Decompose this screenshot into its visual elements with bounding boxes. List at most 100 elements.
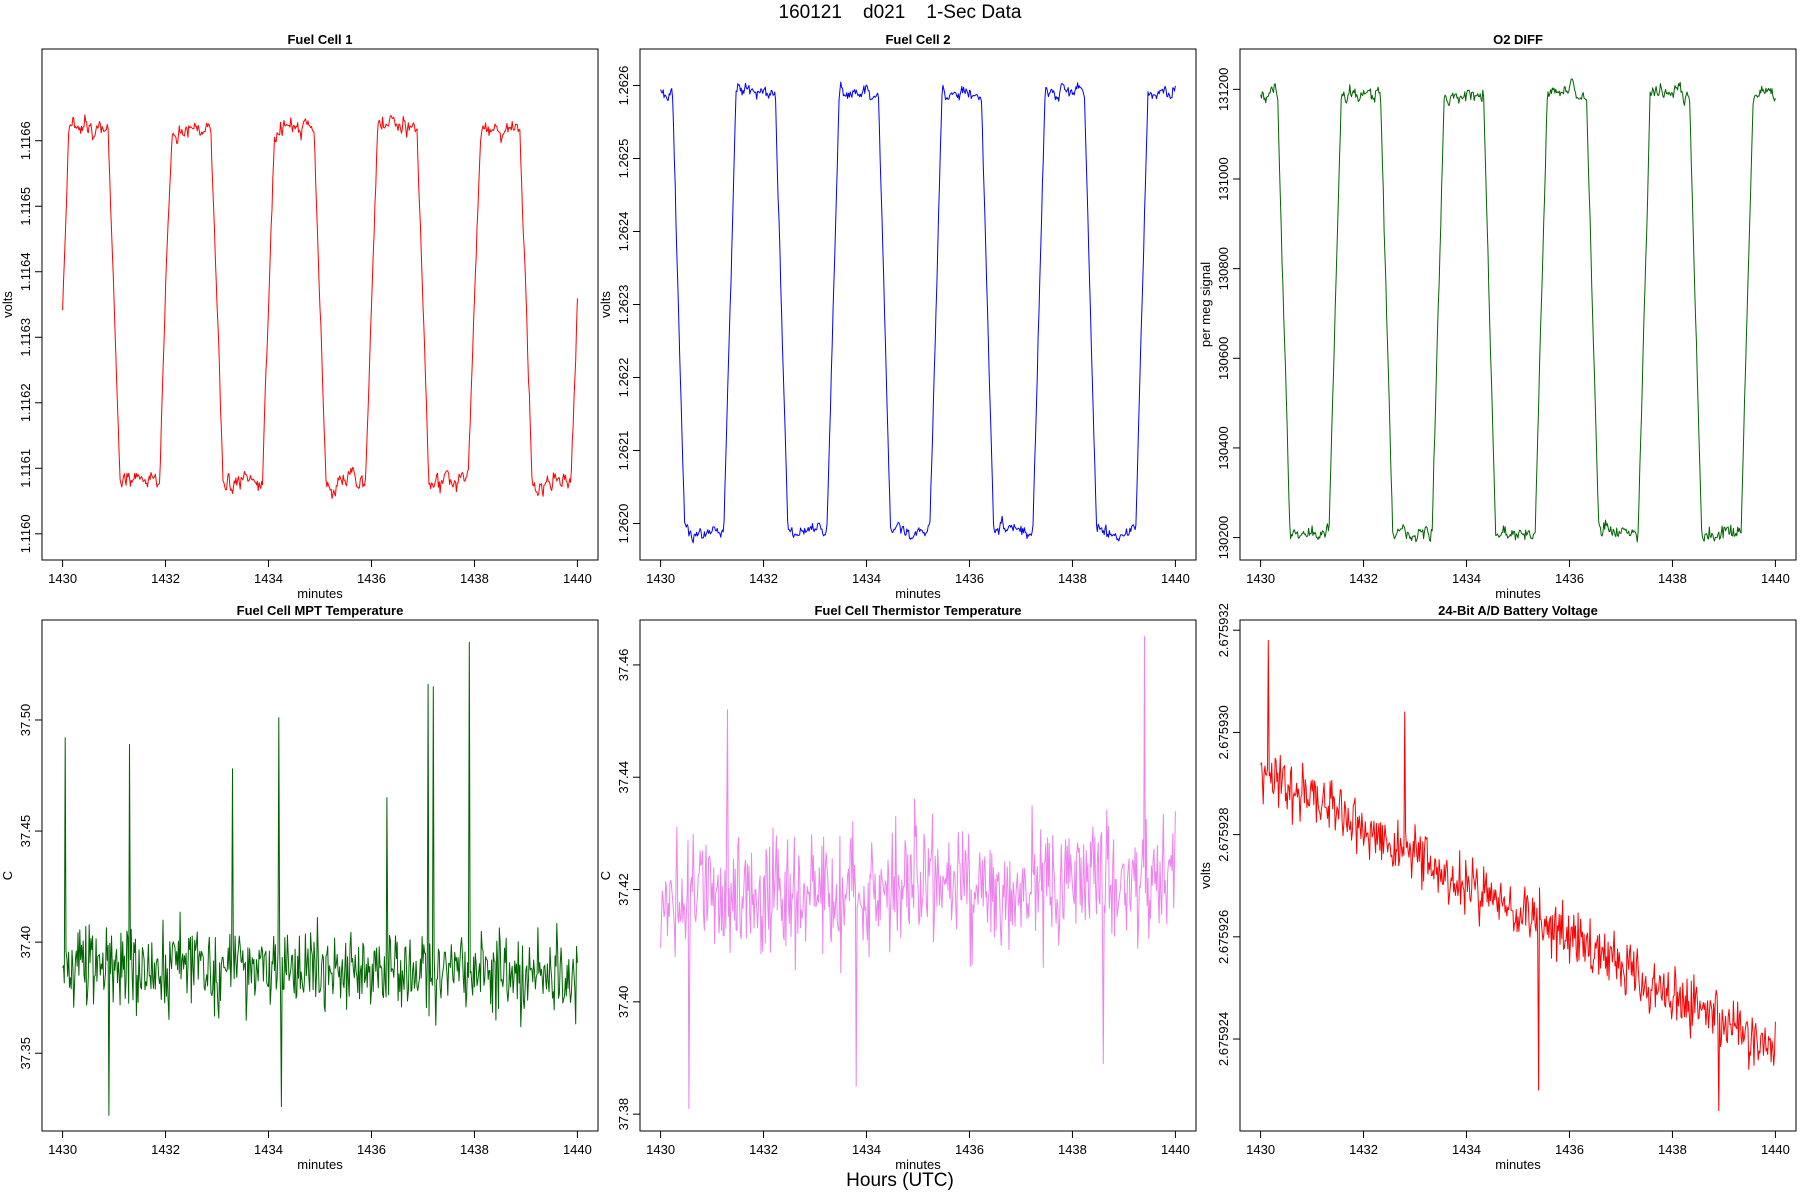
y-tick-label: 37.50	[18, 704, 33, 737]
x-tick-label: 1430	[646, 571, 675, 586]
plot-frame	[639, 48, 1197, 561]
x-tick-label: 1436	[357, 1142, 386, 1157]
x-tick-label: 1436	[1555, 1142, 1584, 1157]
y-tick-label: 1.2622	[616, 358, 631, 398]
y-tick-label: 1.1162	[18, 383, 33, 422]
x-tick-label: 1434	[852, 571, 881, 586]
y-tick-label: 1.1165	[18, 187, 33, 226]
x-axis-label: minutes	[895, 586, 941, 601]
chart-panel-4: Fuel Cell MPT Temperature 1430 1432 1434 143…	[0, 603, 599, 1172]
series-line	[62, 641, 578, 1116]
y-tick-label: 37.46	[616, 649, 631, 682]
y-tick-label: 1.2623	[616, 285, 631, 325]
y-tick-label: 2.675932	[1216, 603, 1231, 657]
y-axis-label: per meg signal	[1198, 262, 1213, 347]
y-tick-label: 1.2620	[616, 504, 631, 544]
x-tick-label: 1434	[852, 1142, 881, 1157]
x-tick-label: 1438	[1058, 571, 1087, 586]
chart-panel-6: 24-Bit A/D Battery Voltage 1430 1432 1434 14…	[1198, 603, 1797, 1172]
x-tick-label: 1434	[1452, 571, 1481, 586]
x-tick-label: 1438	[1658, 1142, 1687, 1157]
y-tick-label: 1.1161	[18, 449, 33, 488]
chart-panel-5: Fuel Cell Thermistor Temperature 1430 1432…	[598, 603, 1197, 1172]
x-tick-label: 1436	[955, 1142, 984, 1157]
y-tick-label: 1.2624	[616, 212, 631, 252]
x-tick-label: 1434	[254, 571, 283, 586]
x-tick-label: 1440	[1161, 571, 1190, 586]
series-line	[62, 114, 578, 499]
chart-title: Fuel Cell Thermistor Temperature	[814, 603, 1021, 618]
x-tick-label: 1430	[646, 1142, 675, 1157]
y-tick-label: 131200	[1216, 68, 1231, 111]
y-tick-label: 37.40	[616, 986, 631, 1019]
x-axis-label: minutes	[297, 586, 343, 601]
y-tick-label: 1.1166	[18, 121, 33, 160]
x-tick-label: 1430	[1246, 571, 1275, 586]
y-tick-label: 1.2626	[616, 66, 631, 106]
y-tick-label: 1.2621	[616, 431, 631, 471]
x-tick-label: 1436	[357, 571, 386, 586]
chart-title: Fuel Cell 2	[885, 32, 950, 47]
chart-title: O2 DIFF	[1493, 32, 1543, 47]
y-axis-label: volts	[0, 291, 15, 318]
chart-panel-3: O2 DIFF 1430 1432 1434 1436 1438 1440 minutes 13…	[1198, 32, 1797, 601]
y-tick-label: 2.675930	[1216, 705, 1231, 759]
x-tick-label: 1436	[1555, 571, 1584, 586]
chart-title: Fuel Cell MPT Temperature	[237, 603, 404, 618]
y-tick-label: 37.35	[18, 1037, 33, 1070]
y-tick-label: 1.1164	[18, 252, 33, 291]
x-tick-label: 1438	[460, 1142, 489, 1157]
x-tick-label: 1432	[151, 571, 180, 586]
series-line	[660, 81, 1176, 544]
x-tick-label: 1432	[1349, 571, 1378, 586]
series-line	[1260, 78, 1776, 543]
y-tick-label: 131000	[1216, 157, 1231, 200]
y-tick-label: 37.44	[616, 761, 631, 794]
y-axis-label: volts	[1198, 862, 1213, 889]
chart-title: 24-Bit A/D Battery Voltage	[1438, 603, 1598, 618]
x-tick-label: 1432	[1349, 1142, 1378, 1157]
x-tick-label: 1438	[1058, 1142, 1087, 1157]
y-tick-label: 130400	[1216, 426, 1231, 469]
x-tick-label: 1440	[1761, 571, 1790, 586]
plot-frame	[1239, 619, 1797, 1132]
x-axis-label: minutes	[895, 1157, 941, 1172]
x-tick-label: 1440	[563, 571, 592, 586]
x-axis-label: minutes	[1495, 1157, 1541, 1172]
x-tick-label: 1434	[254, 1142, 283, 1157]
series-line	[1260, 639, 1776, 1112]
y-tick-label: 130800	[1216, 247, 1231, 290]
y-tick-label: 2.675924	[1216, 1012, 1231, 1066]
figure-x-axis-label: Hours (UTC)	[846, 1170, 954, 1191]
x-tick-label: 1440	[563, 1142, 592, 1157]
x-tick-label: 1434	[1452, 1142, 1481, 1157]
x-tick-label: 1430	[48, 571, 77, 586]
chart-panel-1: Fuel Cell 1 1430 1432 1434 1436 1438 1440 minut…	[0, 32, 599, 601]
x-tick-label: 1436	[955, 571, 984, 586]
x-tick-label: 1440	[1161, 1142, 1190, 1157]
plot-frame	[639, 619, 1197, 1132]
y-tick-label: 37.40	[18, 926, 33, 959]
x-axis-label: minutes	[297, 1157, 343, 1172]
plot-frame	[41, 619, 599, 1132]
x-axis-label: minutes	[1495, 586, 1541, 601]
plot-frame	[41, 48, 599, 561]
figure-title: 160121 d021 1-Sec Data	[778, 2, 1022, 23]
y-tick-label: 130600	[1216, 337, 1231, 380]
x-tick-label: 1432	[749, 571, 778, 586]
y-axis-label: C	[598, 871, 613, 880]
y-tick-label: 37.45	[18, 815, 33, 848]
x-tick-label: 1432	[749, 1142, 778, 1157]
chart-panel-2: Fuel Cell 2 1430 1432 1434 1436 1438 1440 minut…	[598, 32, 1197, 601]
y-tick-label: 1.1160	[18, 514, 33, 553]
y-tick-label: 2.675928	[1216, 808, 1231, 862]
series-line	[660, 636, 1176, 1109]
x-tick-label: 1440	[1761, 1142, 1790, 1157]
y-tick-label: 2.675926	[1216, 910, 1231, 964]
y-tick-label: 37.38	[616, 1098, 631, 1131]
x-tick-label: 1438	[460, 571, 489, 586]
y-tick-label: 1.2625	[616, 139, 631, 179]
x-tick-label: 1438	[1658, 571, 1687, 586]
plot-frame	[1239, 48, 1797, 561]
